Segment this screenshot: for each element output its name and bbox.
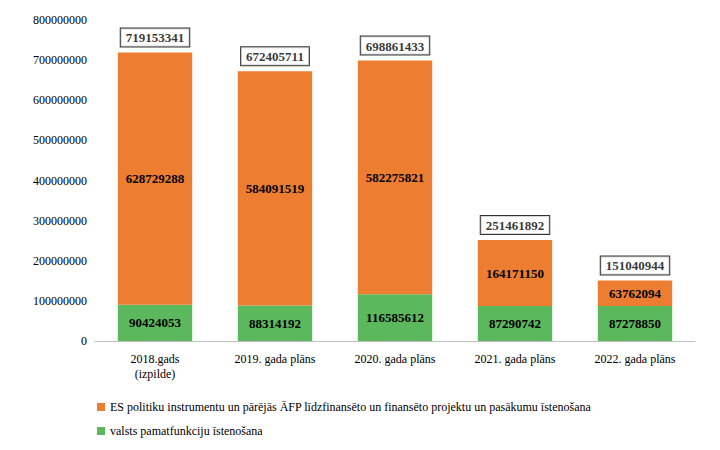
svg-text:2022. gada plāns: 2022. gada plāns bbox=[595, 352, 676, 366]
svg-text:400000000: 400000000 bbox=[33, 174, 87, 188]
svg-text:672405711: 672405711 bbox=[246, 49, 304, 64]
svg-text:0: 0 bbox=[81, 334, 87, 348]
svg-text:87290742: 87290742 bbox=[489, 316, 541, 331]
svg-text:63762094: 63762094 bbox=[609, 286, 662, 301]
svg-text:(izpilde): (izpilde) bbox=[135, 367, 176, 381]
svg-text:2020. gada plāns: 2020. gada plāns bbox=[355, 352, 436, 366]
svg-text:600000000: 600000000 bbox=[33, 93, 87, 107]
svg-text:valsts pamatfunkciju īstenošan: valsts pamatfunkciju īstenošana bbox=[110, 424, 263, 438]
svg-text:88314192: 88314192 bbox=[249, 316, 301, 331]
svg-text:2021. gada plāns: 2021. gada plāns bbox=[475, 352, 556, 366]
svg-text:ES politiku instrumentu un pār: ES politiku instrumentu un pārējās ĀFP l… bbox=[110, 400, 591, 414]
svg-text:164171150: 164171150 bbox=[486, 266, 544, 281]
svg-text:116585612: 116585612 bbox=[366, 310, 424, 325]
svg-text:2019. gada plāns: 2019. gada plāns bbox=[235, 352, 316, 366]
svg-text:100000000: 100000000 bbox=[33, 294, 87, 308]
svg-text:719153341: 719153341 bbox=[126, 30, 185, 45]
svg-text:800000000: 800000000 bbox=[33, 13, 87, 27]
svg-text:151040944: 151040944 bbox=[606, 258, 665, 273]
svg-text:584091519: 584091519 bbox=[246, 181, 305, 196]
svg-text:200000000: 200000000 bbox=[33, 254, 87, 268]
svg-text:300000000: 300000000 bbox=[33, 214, 87, 228]
svg-text:582275821: 582275821 bbox=[366, 170, 425, 185]
svg-text:87278850: 87278850 bbox=[609, 316, 661, 331]
svg-text:2018.gads: 2018.gads bbox=[131, 352, 180, 366]
svg-text:628729288: 628729288 bbox=[126, 171, 185, 186]
svg-text:90424053: 90424053 bbox=[129, 315, 182, 330]
svg-text:251461892: 251461892 bbox=[486, 218, 545, 233]
svg-text:500000000: 500000000 bbox=[33, 133, 87, 147]
svg-text:698861433: 698861433 bbox=[366, 39, 425, 54]
svg-text:700000000: 700000000 bbox=[33, 53, 87, 67]
